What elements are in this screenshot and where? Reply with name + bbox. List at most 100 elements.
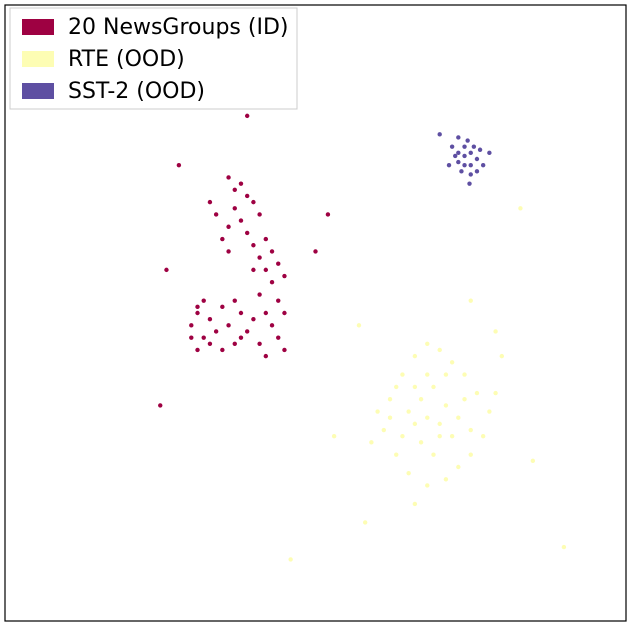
legend: 20 NewsGroups (ID) RTE (OOD) SST-2 (OOD) <box>9 7 298 110</box>
point <box>456 415 461 420</box>
point <box>176 162 182 168</box>
point <box>477 147 483 152</box>
point <box>238 181 244 186</box>
point <box>449 360 455 365</box>
point <box>530 458 536 464</box>
point <box>456 150 461 156</box>
point <box>400 434 405 439</box>
point <box>394 384 399 390</box>
point <box>437 421 442 427</box>
point <box>431 384 436 390</box>
point <box>449 144 455 149</box>
point <box>325 212 331 217</box>
point <box>232 206 237 211</box>
point <box>437 347 442 353</box>
point <box>207 316 213 322</box>
point <box>257 341 262 346</box>
point <box>443 477 449 482</box>
point <box>406 409 411 414</box>
point <box>362 520 368 525</box>
point <box>263 310 269 316</box>
point <box>269 280 275 285</box>
point <box>394 452 399 457</box>
point <box>220 347 225 353</box>
point <box>238 335 244 340</box>
point <box>493 390 498 396</box>
point <box>449 434 455 439</box>
point <box>474 156 480 162</box>
point <box>244 113 250 119</box>
point <box>487 150 492 156</box>
point <box>425 415 430 420</box>
point <box>189 323 194 328</box>
point <box>232 341 237 346</box>
point <box>251 243 256 248</box>
legend-label: 20 NewsGroups (ID) <box>68 15 288 40</box>
point <box>412 501 418 507</box>
point <box>381 427 387 433</box>
legend-swatch <box>22 19 54 35</box>
point <box>387 415 393 420</box>
point <box>269 323 275 328</box>
point <box>269 249 275 254</box>
point <box>251 199 256 205</box>
point <box>443 372 449 377</box>
point <box>263 353 269 359</box>
point <box>232 187 237 192</box>
point <box>474 390 480 396</box>
point <box>412 353 418 359</box>
point <box>226 224 231 229</box>
point <box>459 169 464 174</box>
point <box>493 329 498 334</box>
point <box>226 249 231 254</box>
points <box>158 113 567 562</box>
point <box>238 218 244 223</box>
point <box>238 310 244 316</box>
point <box>468 150 473 156</box>
point <box>468 427 473 433</box>
point <box>437 132 442 137</box>
point <box>244 230 250 236</box>
point <box>213 329 219 334</box>
point <box>313 249 318 254</box>
point <box>201 335 206 340</box>
point <box>331 434 337 439</box>
point <box>257 212 262 217</box>
point <box>443 403 449 408</box>
point <box>282 347 287 353</box>
legend-label: SST-2 (OOD) <box>68 79 205 104</box>
point <box>418 440 424 445</box>
point <box>244 193 250 199</box>
point <box>453 153 458 159</box>
point <box>220 236 225 242</box>
point <box>164 267 169 273</box>
point <box>518 206 523 211</box>
legend-label: RTE (OOD) <box>68 47 185 72</box>
point <box>468 452 473 457</box>
point <box>251 316 256 322</box>
point <box>257 255 262 260</box>
point <box>195 347 200 353</box>
point <box>425 341 430 346</box>
point <box>220 304 225 310</box>
point <box>369 440 374 445</box>
point <box>468 162 473 168</box>
point <box>462 397 467 402</box>
legend-swatch <box>22 51 54 67</box>
point <box>471 144 477 149</box>
point <box>288 557 293 562</box>
point <box>282 310 287 316</box>
point <box>480 434 486 439</box>
point <box>195 310 200 316</box>
point <box>418 397 424 402</box>
point <box>412 384 418 390</box>
point <box>425 372 430 377</box>
point <box>226 175 231 180</box>
point <box>400 372 405 377</box>
point <box>468 298 473 303</box>
point <box>462 153 467 159</box>
point <box>425 483 430 488</box>
point <box>207 341 213 346</box>
point <box>195 304 200 310</box>
